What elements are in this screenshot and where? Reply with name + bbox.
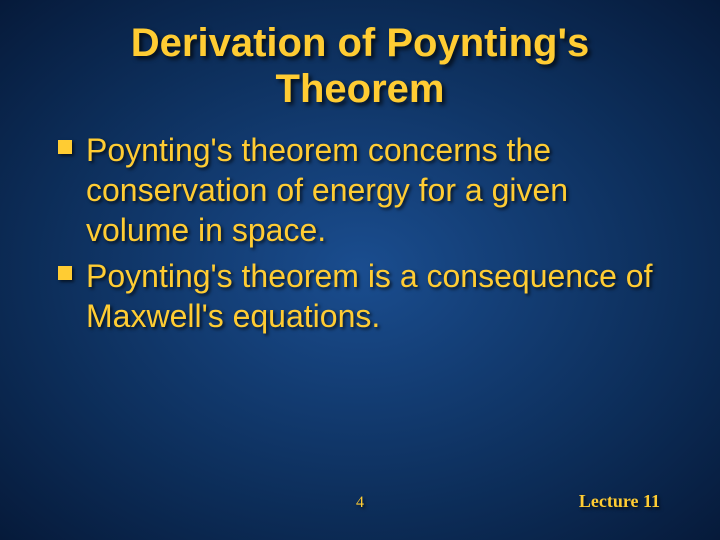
slide-container: Derivation of Poynting's Theorem Poyntin…: [0, 0, 720, 540]
bullet-list: Poynting's theorem concerns the conserva…: [50, 130, 670, 336]
slide-title: Derivation of Poynting's Theorem: [50, 20, 670, 112]
bullet-item: Poynting's theorem is a consequence of M…: [58, 256, 662, 336]
lecture-label: Lecture 11: [579, 491, 660, 512]
bullet-item: Poynting's theorem concerns the conserva…: [58, 130, 662, 250]
